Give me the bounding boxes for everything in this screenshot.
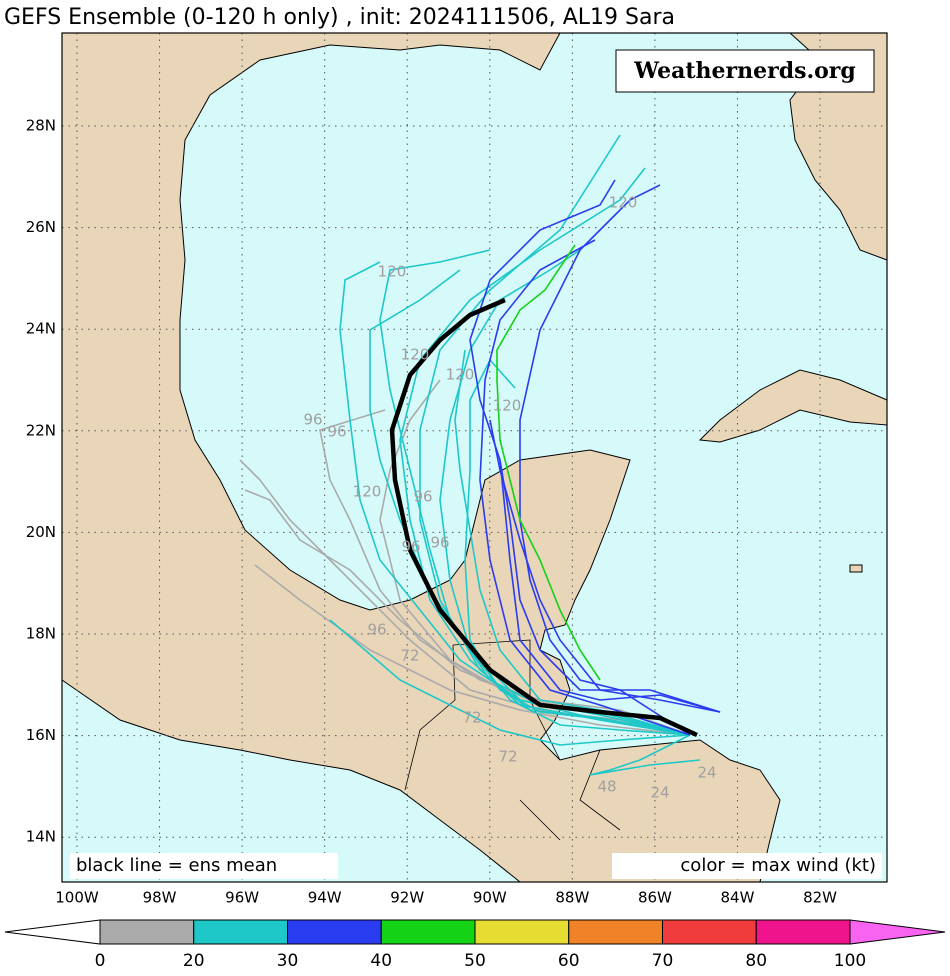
track: [589, 734, 701, 776]
hour-label: 120: [401, 346, 430, 364]
lon-label: 82W: [803, 889, 837, 907]
hour-label: 96: [303, 411, 322, 429]
borders: [404, 639, 621, 841]
hour-label: 120: [353, 483, 382, 501]
colorbar-label: 80: [745, 951, 767, 971]
note-left: black line = ens mean: [76, 855, 277, 876]
track: [464, 358, 691, 736]
colorbar-label: 60: [558, 951, 580, 971]
lat-label: 16N: [26, 726, 56, 744]
colorbar-bin: [568, 919, 663, 945]
lon-label: 100W: [55, 889, 99, 907]
watermark: Weathernerds.org: [633, 58, 856, 84]
hour-label: 96: [367, 621, 386, 639]
hour-label: 96: [401, 538, 420, 556]
lat-label: 14N: [26, 828, 56, 846]
colorbar-over: [849, 919, 946, 945]
colorbar-label: 50: [464, 951, 486, 971]
hour-label: 96: [413, 488, 432, 506]
colorbar-bin: [99, 919, 195, 945]
colorbar-bin: [662, 919, 757, 945]
lat-label: 24N: [26, 320, 56, 338]
hour-label: 72: [498, 748, 517, 766]
colorbar-bin: [287, 919, 382, 945]
watermark-box: [615, 49, 875, 93]
colorbar-bin: [193, 919, 288, 945]
lat-label: 20N: [26, 523, 56, 541]
ensemble-tracks: [239, 134, 721, 776]
lon-label: 96W: [225, 889, 259, 907]
lon-label: 98W: [143, 889, 177, 907]
track: [454, 349, 691, 736]
hour-label: 120: [446, 366, 475, 384]
lon-label: 92W: [390, 889, 424, 907]
colorbar-label: 70: [652, 951, 674, 971]
land-mainland: [61, 32, 781, 883]
lat-label: 28N: [26, 117, 56, 135]
track: [519, 184, 691, 736]
lat-label: 26N: [26, 218, 56, 236]
lon-label: 86W: [638, 889, 672, 907]
colorbar-label: 20: [183, 951, 205, 971]
hour-label: 72: [400, 647, 419, 665]
note-box: [70, 853, 338, 879]
hour-labels: 120 120 120 120 120 120 96 96 96 96 96 96 72 72 72 48 24…: [303, 194, 716, 802]
track: [489, 419, 721, 713]
hour-label: 96: [327, 423, 346, 441]
colorbar-bin: [755, 919, 851, 945]
hour-label: 24: [697, 764, 716, 782]
track: [496, 244, 601, 681]
lon-label: 88W: [555, 889, 589, 907]
colorbar-bin: [474, 919, 570, 945]
track: [479, 239, 691, 736]
land-island: [849, 564, 863, 573]
map-frame: [61, 32, 888, 883]
lat-label: 18N: [26, 625, 56, 643]
lon-label: 90W: [473, 889, 507, 907]
hour-label: 120: [493, 397, 522, 415]
hour-label: 120: [378, 263, 407, 281]
track: [254, 564, 691, 736]
track: [499, 459, 721, 713]
ensemble-mean-track: [389, 297, 698, 738]
colorbar-label: 100: [834, 951, 866, 971]
note-right: color = max wind (kt): [680, 855, 876, 876]
track: [419, 134, 691, 736]
colorbar-label: 0: [95, 951, 106, 971]
lon-label: 84W: [721, 889, 755, 907]
note-box: [612, 853, 882, 879]
hour-label: 48: [597, 778, 616, 796]
title: GEFS Ensemble (0-120 h only) , init: 202…: [4, 5, 675, 30]
lon-label: 94W: [308, 889, 342, 907]
hour-label: 96: [430, 534, 449, 552]
colorbar-label: 30: [277, 951, 299, 971]
colorbar-bin: [380, 919, 476, 945]
map: 120 120 120 120 120 120 96 96 96 96 96 96 72 72 72 48 24…: [61, 32, 888, 883]
hour-label: 72: [462, 709, 481, 727]
lat-label: 22N: [26, 421, 56, 439]
track: [319, 409, 691, 736]
colorbar: 0 20 30 40 50 60 70 80 100: [4, 919, 946, 971]
hour-label: 24: [650, 784, 669, 802]
track: [329, 619, 691, 746]
colorbar-under: [4, 919, 101, 945]
colorbar-label: 40: [370, 951, 392, 971]
grid: [62, 33, 887, 882]
hour-label: 120: [609, 194, 638, 212]
